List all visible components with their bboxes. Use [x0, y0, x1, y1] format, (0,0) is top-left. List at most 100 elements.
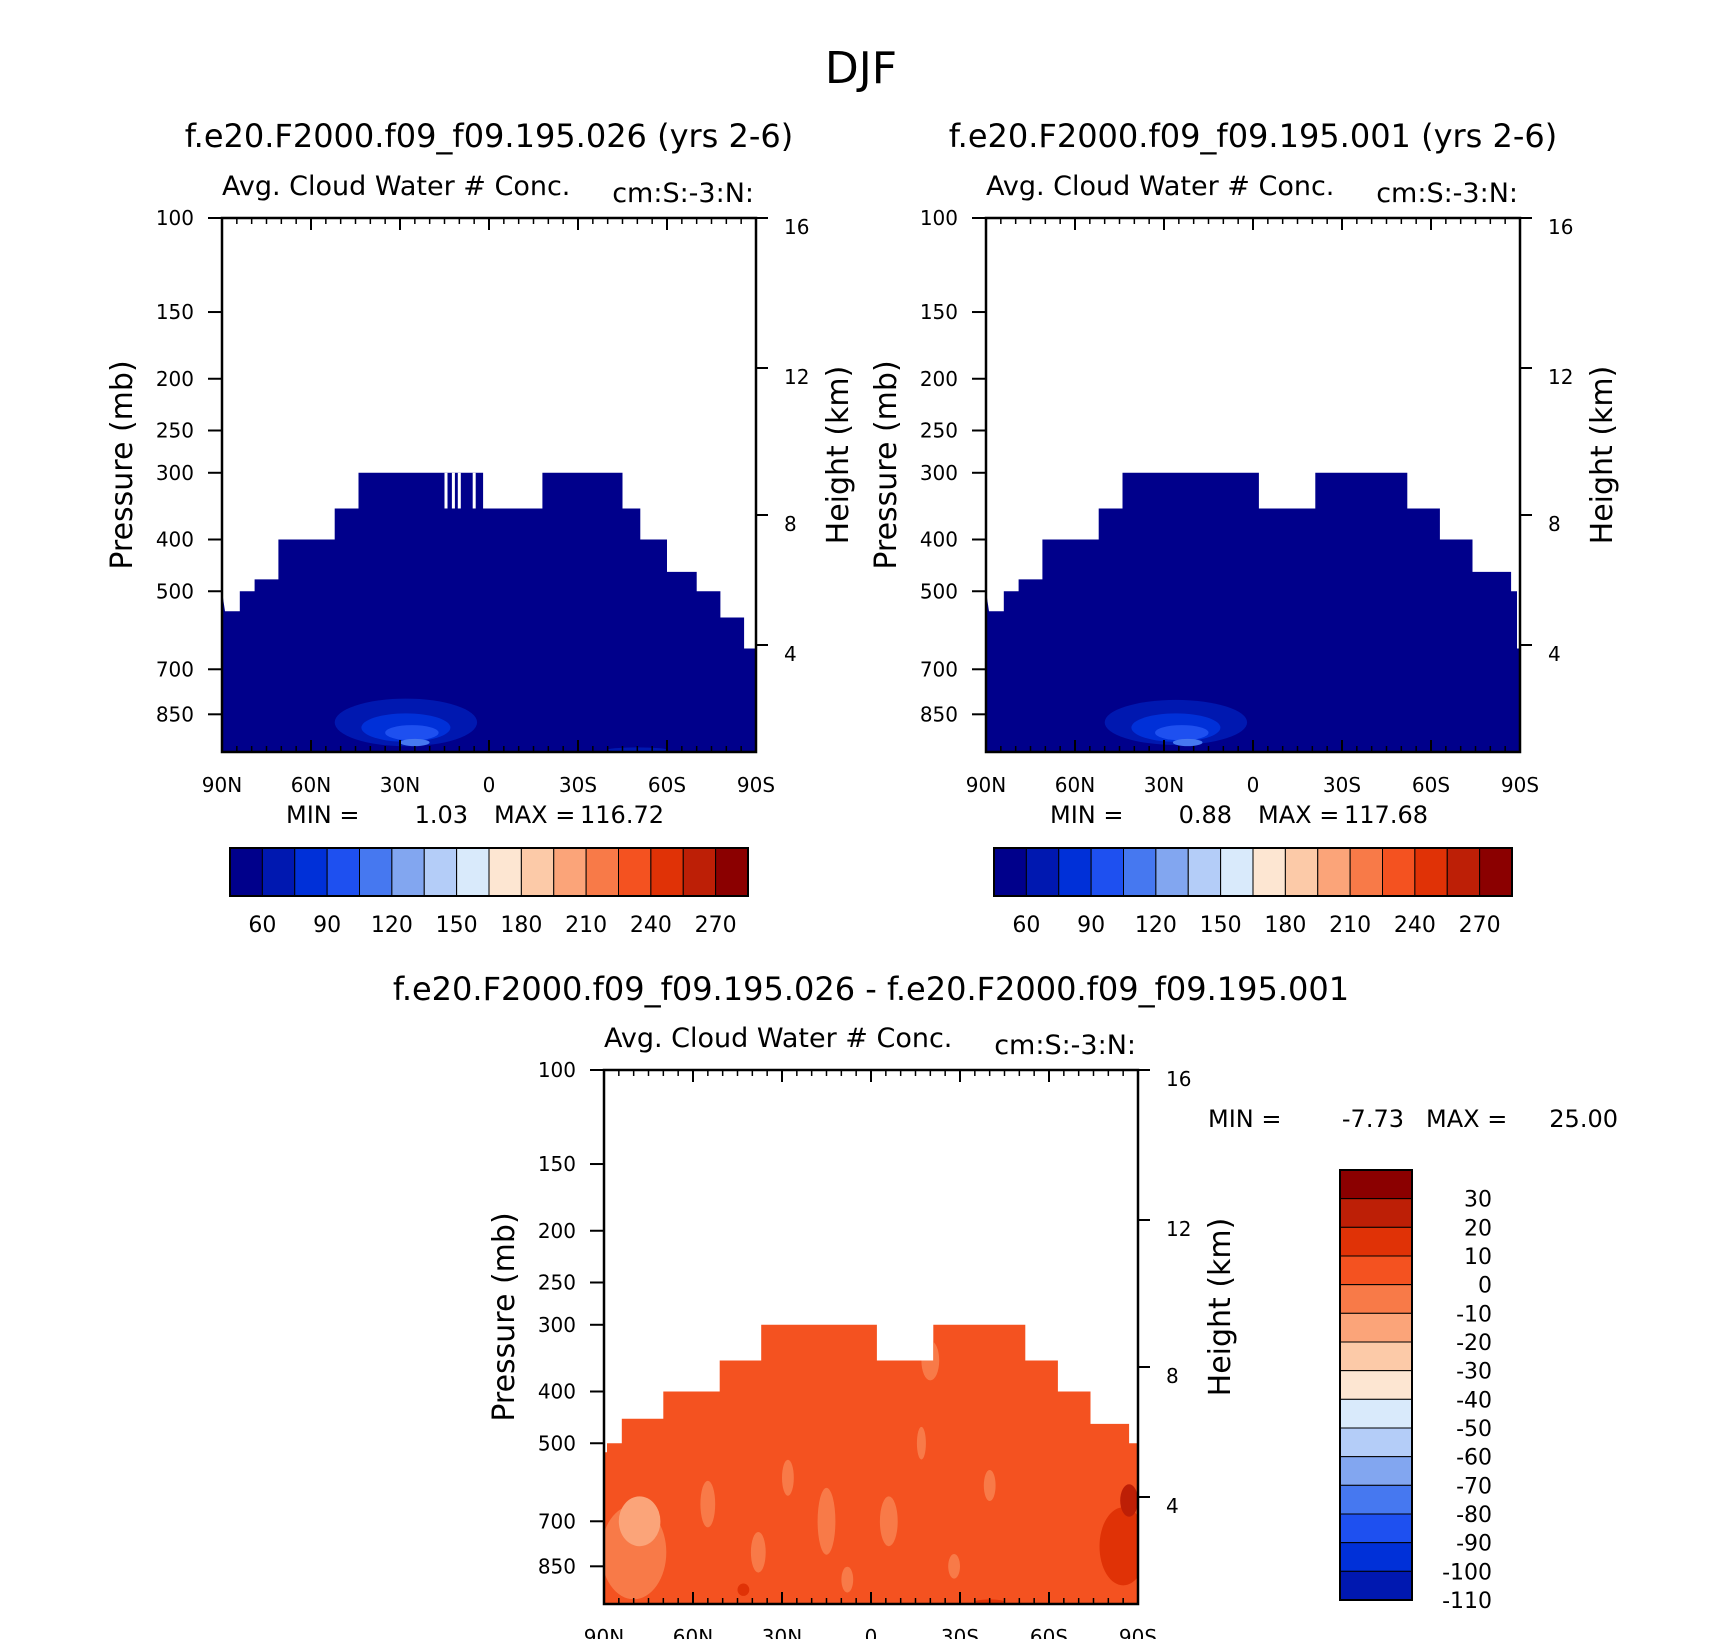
contour-blob	[1099, 1507, 1138, 1586]
contour-blob	[1172, 738, 1203, 747]
colorbar-box	[261, 847, 296, 897]
panel-diff: 90N 60N 30N 0 30S 60S 90S100150200250300400500…	[393, 970, 1618, 1639]
y-tick-label: 250	[920, 418, 958, 442]
colorbar-box	[326, 847, 360, 897]
colorbar-box	[1339, 1398, 1413, 1429]
contour-fill	[222, 472, 756, 752]
x-tick-label: 90N	[202, 773, 242, 797]
y-right-tick-label: 4	[1166, 1494, 1179, 1518]
colorbar-box	[1187, 847, 1222, 897]
colorbar-label: -70	[1456, 1474, 1492, 1499]
contour-blob	[618, 1496, 661, 1547]
y-tick-label: 700	[920, 657, 958, 681]
x-tick-label: 30N	[1144, 773, 1184, 797]
colorbar-box	[1090, 847, 1124, 897]
base-contour	[604, 1324, 1138, 1604]
figure-title: DJF	[825, 43, 897, 94]
colorbar-box	[1339, 1198, 1413, 1228]
colorbar: 30 20 10 0 -10 -20 -30 -40 -50 -60 -70 -80 -90 -100 -1…	[1339, 1169, 1492, 1614]
y-right-tick-label: 12	[1548, 365, 1573, 389]
y-tick-label: 500	[920, 579, 958, 603]
y-right-axis-label: Height (km)	[1585, 366, 1620, 545]
colorbar-label: -30	[1456, 1360, 1492, 1385]
colorbar-label: 210	[565, 913, 607, 938]
x-tick-label: 0	[1247, 773, 1260, 797]
x-tick-label: 60N	[291, 773, 331, 797]
contour-fill	[986, 472, 1520, 752]
missing-column	[472, 472, 476, 509]
panel-control: 90N 60N 30N 0 30S 60S 90S 100 150 200 250 300 400 500…	[869, 117, 1620, 938]
colorbar-box	[1155, 847, 1189, 897]
colorbar-label: -60	[1456, 1446, 1492, 1471]
y-tick-label: 700	[156, 657, 194, 681]
y-right-tick-label: 4	[784, 642, 797, 666]
colorbar-label: 240	[630, 913, 672, 938]
colorbar: 60 90 120 150 180 210 240 270	[993, 847, 1513, 938]
panel-subtitle-right: cm:S:-3:N:	[994, 1030, 1136, 1061]
colorbar-box	[1317, 847, 1351, 897]
colorbar-box	[1339, 1312, 1413, 1343]
x-tick-label: 30S	[941, 1625, 979, 1639]
y-tick-label: 400	[156, 528, 194, 552]
colorbar-label: 240	[1394, 913, 1436, 938]
y-tick-label: 850	[156, 702, 194, 726]
colorbar-label: 60	[248, 913, 276, 938]
contour-blob	[750, 1532, 766, 1573]
colorbar-label: 150	[1200, 913, 1242, 938]
max-label: MAX =	[494, 801, 575, 829]
colorbar-label: 150	[436, 913, 478, 938]
contour-blob	[916, 1426, 926, 1460]
contour-blob	[879, 1496, 898, 1547]
colorbar-label: 0	[1478, 1274, 1492, 1299]
x-tick-label: 60S	[1030, 1625, 1068, 1639]
colorbar-box	[993, 847, 1027, 897]
x-tick-label: 90N	[584, 1625, 624, 1639]
colorbar-box	[1414, 847, 1448, 897]
contour-blob	[400, 738, 430, 747]
min-value: 0.88	[1179, 801, 1232, 829]
colorbar-label: -100	[1442, 1560, 1492, 1585]
y-tick-label: 300	[538, 1313, 576, 1337]
colorbar-box	[1339, 1284, 1413, 1314]
colorbar-box	[456, 847, 490, 897]
colorbar-box	[1446, 847, 1481, 897]
contour-blob	[921, 1340, 940, 1381]
min-label: MIN =	[1208, 1105, 1281, 1133]
contour-blob	[700, 1480, 716, 1528]
colorbar-box	[1339, 1513, 1413, 1544]
panel-title: f.e20.F2000.f09_f09.195.001 (yrs 2-6)	[949, 117, 1558, 155]
missing-column	[1261, 472, 1265, 509]
colorbar-label: 90	[1077, 913, 1105, 938]
missing-column	[444, 472, 448, 509]
colorbar-box	[1349, 847, 1383, 897]
y-tick-label: 100	[156, 206, 194, 230]
y-tick-label: 200	[538, 1219, 576, 1243]
y-right-tick-label: 4	[1548, 642, 1561, 666]
contour-blob	[1155, 725, 1209, 741]
contour-blob	[841, 1566, 854, 1593]
colorbar-box	[1220, 847, 1254, 897]
x-tick-label: 90N	[966, 773, 1006, 797]
colorbar-label: -80	[1456, 1503, 1492, 1528]
colorbar-frame	[229, 847, 749, 897]
contour-blob	[1120, 1484, 1138, 1517]
min-value: -7.73	[1342, 1105, 1404, 1133]
colorbar-box	[1284, 847, 1319, 897]
x-tick-label: 90S	[1501, 773, 1539, 797]
missing-column	[457, 472, 461, 509]
colorbar-label: 90	[313, 913, 341, 938]
colorbar-box	[1339, 1427, 1413, 1458]
colorbar-box	[423, 847, 458, 897]
colorbar-label: 10	[1464, 1245, 1492, 1270]
y-tick-label: 250	[156, 418, 194, 442]
y-right-tick-label: 12	[1166, 1217, 1191, 1241]
panel-subtitle-left: Avg. Cloud Water # Conc.	[986, 171, 1334, 202]
colorbar-box	[585, 847, 619, 897]
x-tick-label: 0	[483, 773, 496, 797]
x-tick-label: 90S	[737, 773, 775, 797]
x-tick-label: 30S	[559, 773, 597, 797]
min-value: 1.03	[415, 801, 468, 829]
base-contour	[222, 472, 756, 752]
colorbar-box	[1252, 847, 1286, 897]
colorbar-box	[553, 847, 587, 897]
